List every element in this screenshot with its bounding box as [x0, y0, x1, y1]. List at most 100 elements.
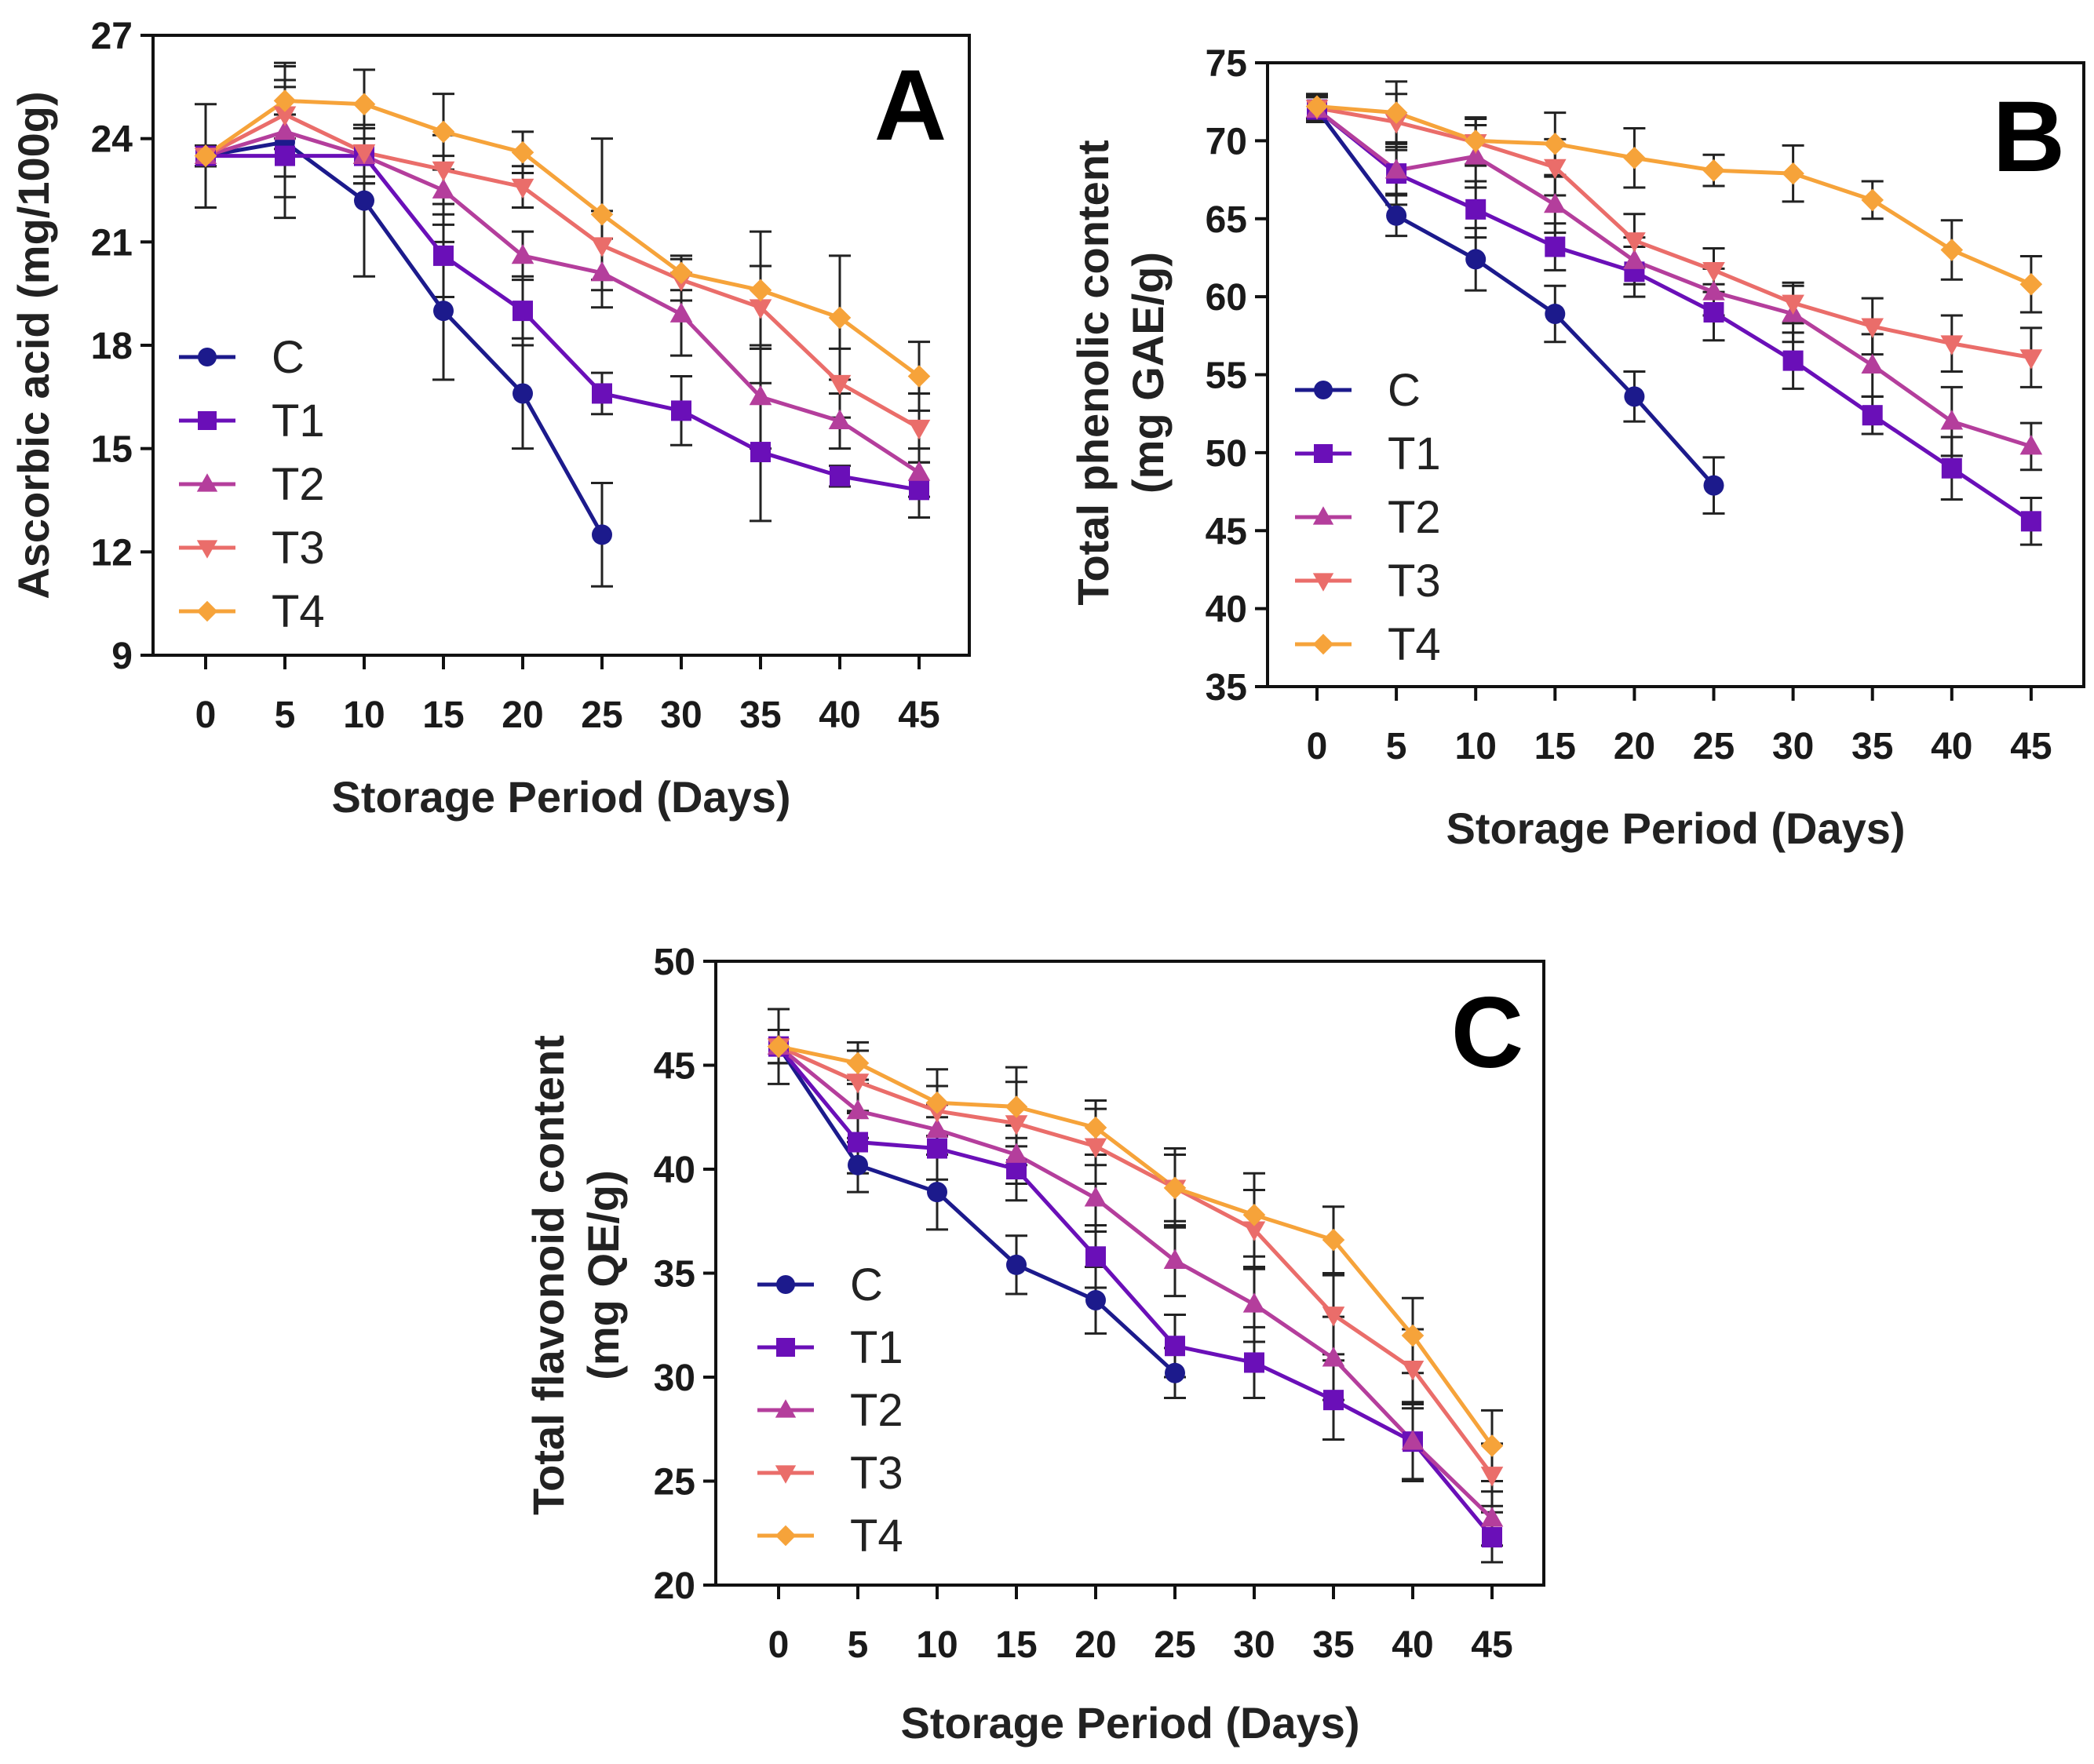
panel-a-x-tick-label: 15 [422, 694, 464, 736]
panel-b-series-t1-point [1545, 236, 1566, 257]
panel-a-series-t2-point [749, 385, 772, 406]
panel-c-x-tick-label: 5 [848, 1624, 869, 1666]
panel-b-y-tick-label: 70 [1206, 121, 1247, 162]
panel-c-series-c-line [776, 1045, 1177, 1375]
panel-a-legend-label: T1 [272, 395, 325, 446]
panel-a-series-t4-line [204, 98, 921, 378]
panel-a-series-t1-point [671, 400, 691, 421]
panel-b-series-t3-point [1702, 261, 1725, 282]
panel-letter-b: B [1993, 81, 2065, 193]
panel-c-series-t2-point [925, 1117, 949, 1139]
panel-c-y-tick-label: 30 [654, 1358, 695, 1399]
panel-a-series-t4-point [749, 279, 772, 302]
panel-a-series-t1-point [750, 442, 771, 463]
panel-c-series-t2-point [1322, 1347, 1345, 1367]
panel-c-series-c-point [1165, 1362, 1185, 1383]
panel-b-series-t2-point [1623, 249, 1646, 269]
panel-b-y-tick-label: 50 [1206, 433, 1247, 475]
panel-a-series-t2-point [907, 461, 931, 481]
panel-b-legend-item-t4: T4 [1295, 619, 1441, 670]
panel-c-series-t2-point [1242, 1292, 1266, 1313]
panel-b-y-tick-label: 75 [1206, 43, 1247, 85]
panel-b-series-c-line [1315, 108, 1716, 487]
panel-b-series-t3-point [1544, 159, 1567, 180]
panel-c-legend-label: T4 [850, 1511, 903, 1562]
panel-c-x-tick-label: 30 [1233, 1624, 1275, 1666]
panel-b-legend-label: T1 [1388, 428, 1441, 479]
panel-a-legend-item-t3: T3 [179, 523, 325, 574]
panel-b-legend-label: C [1388, 365, 1421, 416]
panel-b-series-t1-point [1862, 405, 1883, 426]
panel-c-y-tick-label: 50 [654, 942, 695, 983]
panel-c-series-t1-point [848, 1132, 868, 1153]
panel-b-series-t4-point [2019, 272, 2043, 296]
panel-a-series-t4-point [194, 144, 217, 167]
panel-a-series-c-point [513, 383, 533, 404]
panel-b-series-t4-point [1861, 188, 1884, 212]
panel-c-series-t2-point [1163, 1248, 1187, 1269]
panel-b-y-tick-label: 45 [1206, 511, 1247, 552]
panel-b-legend-marker [1314, 444, 1333, 463]
panel-c-series-t3-point [1322, 1307, 1345, 1327]
panel-b-series-t3-point [1861, 318, 1884, 338]
panel-a-series-t4-point [432, 120, 455, 144]
panel-b-y-tick-label: 60 [1206, 277, 1247, 319]
panel-letter-a: A [874, 49, 947, 162]
panel-c-legend-label: T1 [850, 1322, 903, 1373]
panel-c-series-t2-point [1401, 1430, 1425, 1450]
panel-a-series-t1-point [909, 479, 929, 501]
panel-a-series-t1-point [513, 301, 533, 322]
panel-a-legend-label: T4 [272, 586, 325, 637]
panel-b-series-t2-line [1315, 108, 2032, 449]
panel-b-x-tick-label: 40 [1931, 726, 1972, 767]
panel-b-legend-marker [1312, 506, 1334, 525]
panel-c-y-tick-label: 40 [654, 1150, 695, 1191]
panel-b-y-tick-label: 55 [1206, 355, 1247, 397]
panel-c-legend-marker [776, 1275, 795, 1294]
panel-c-series-t4-point [1322, 1228, 1345, 1252]
panel-b-series-t2-point [2019, 434, 2043, 455]
panel-b-series-t3-point [1940, 335, 1964, 355]
panel-a-series-t4-point [828, 306, 852, 330]
panel-b-series-t2-point [1861, 353, 1884, 374]
panel-b-series-t1-point [1465, 199, 1487, 220]
panel-a-x-tick-label: 10 [343, 694, 385, 736]
panel-a-series-c-point [592, 524, 612, 545]
panel-a-legend-item-t4: T4 [179, 586, 325, 637]
panel-b-series-t1-point [1703, 302, 1724, 323]
panel-b-series-t4-line [1316, 104, 2032, 286]
panel-c-series-t3-point [1401, 1361, 1425, 1381]
panel-b-x-tick-label: 25 [1693, 726, 1735, 767]
panel-a-x-tick-label: 25 [581, 694, 622, 736]
panel-b-series-t4-point [1940, 239, 1964, 261]
panel-a-legend-label: T2 [272, 459, 325, 510]
panel-b-legend-item-t3: T3 [1295, 556, 1441, 607]
panel-c-legend-marker [775, 1399, 797, 1418]
panel-c-legend-item-t4: T4 [757, 1511, 903, 1562]
panel-c-series-t1-point [1482, 1527, 1502, 1548]
panel-c-series-t3-point [846, 1073, 870, 1094]
panel-b-series-t4-point [1384, 101, 1408, 124]
panel-c-legend-label: C [850, 1259, 883, 1310]
panel-a-x-axis-title: Storage Period (Days) [331, 772, 790, 822]
panel-c-series-t4-point [1480, 1434, 1504, 1457]
panel-b-x-tick-label: 0 [1307, 726, 1328, 767]
panel-b-series-c-point [1624, 386, 1645, 407]
panel-a-series-t3-point [273, 106, 297, 126]
panel-a-y-tick-label: 21 [91, 222, 133, 264]
panel-c-series-t3-point [1084, 1138, 1107, 1158]
panel-b-legend-marker [1314, 381, 1333, 399]
panel-b-legend-marker [1312, 573, 1334, 592]
panel-b-y-tick-label: 40 [1206, 589, 1247, 631]
panel-a-series-t1-point [592, 383, 612, 404]
panel-a-series-t1-point [830, 465, 850, 487]
panel-b-series-t3-line [1316, 106, 2032, 360]
panel-c-series-t3-point [1242, 1221, 1266, 1241]
panel-a-series-t4-point [590, 202, 614, 226]
panel-b-series-t2-point [1544, 192, 1567, 213]
panel-c-legend-marker [775, 1525, 797, 1547]
panel-a-x-tick-label: 0 [195, 694, 217, 736]
panel-b-x-tick-label: 20 [1614, 726, 1655, 767]
panel-b-series-t4-point [1782, 162, 1804, 185]
panel-c-series-t4-point [767, 1035, 790, 1058]
